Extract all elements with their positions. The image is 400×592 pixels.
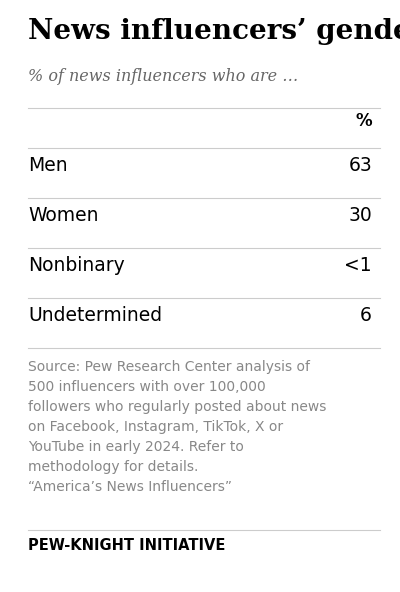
Text: <1: <1 [344,256,372,275]
Text: PEW-KNIGHT INITIATIVE: PEW-KNIGHT INITIATIVE [28,538,225,553]
Text: Undetermined: Undetermined [28,306,162,325]
Text: 63: 63 [348,156,372,175]
Text: Source: Pew Research Center analysis of
500 influencers with over 100,000
follow: Source: Pew Research Center analysis of … [28,360,326,494]
Text: News influencers’ gender: News influencers’ gender [28,18,400,45]
Text: Women: Women [28,206,98,225]
Text: %: % [355,112,372,130]
Text: 6: 6 [360,306,372,325]
Text: Nonbinary: Nonbinary [28,256,125,275]
Text: Men: Men [28,156,68,175]
Text: 30: 30 [348,206,372,225]
Text: % of news influencers who are …: % of news influencers who are … [28,68,298,85]
